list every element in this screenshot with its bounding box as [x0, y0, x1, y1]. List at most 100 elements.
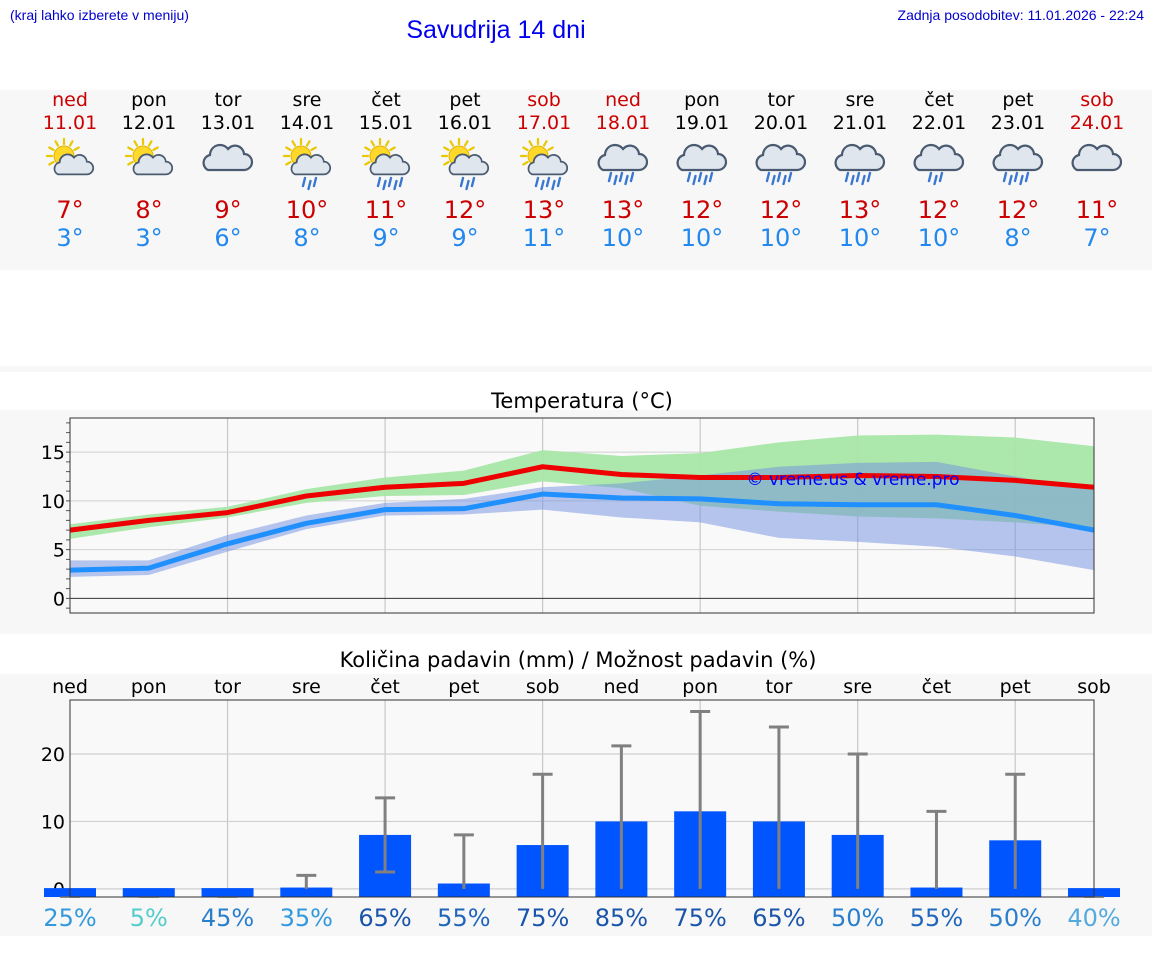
day-name: čet	[371, 89, 401, 111]
temp-max: 11°	[1075, 196, 1119, 224]
sun-cloud-icon	[124, 138, 174, 176]
rain-drops	[686, 171, 714, 186]
forecast-day: čet 22.01 12° 10°	[899, 88, 979, 252]
day-name: pet	[449, 89, 481, 111]
chart-title: Količina padavin (mm) / Možnost padavin …	[340, 648, 817, 672]
plot-frame	[69, 699, 1095, 898]
temp-max: 13°	[522, 196, 566, 224]
precipitation-chart: Količina padavin (mm) / Možnost padavin …	[41, 648, 1121, 932]
temp-max: 11°	[364, 196, 408, 224]
temp-max: 12°	[917, 196, 961, 224]
x-category-label: tor	[214, 676, 241, 698]
forecast-day: pon 19.01 12° 10°	[662, 88, 742, 252]
cloud-shape	[290, 153, 332, 176]
y-tick-label: 10	[41, 811, 65, 833]
probability-label: 65%	[752, 904, 805, 932]
sun-cloud-rain-icon	[440, 138, 490, 191]
temp-min: 10°	[759, 224, 803, 252]
cloud-rain-icon	[913, 143, 965, 186]
day-name: tor	[214, 89, 242, 111]
day-date: 13.01	[200, 112, 256, 134]
x-category-label: sre	[843, 676, 872, 698]
probability-label: 35%	[280, 904, 333, 932]
temp-min: 6°	[214, 224, 242, 252]
cloud-shape	[755, 143, 807, 172]
probability-label: 65%	[358, 904, 411, 932]
watermark: © vreme.us & vreme.pro	[746, 470, 959, 490]
temp-max: 9°	[214, 196, 242, 224]
forecast-day: pet 16.01 12° 9°	[425, 88, 505, 252]
cloud-shape	[1071, 143, 1123, 172]
error-bar	[375, 796, 396, 874]
rain-drops	[607, 171, 635, 186]
day-name: sob	[1080, 89, 1114, 111]
sun-cloud-heavy-rain-icon	[519, 138, 569, 191]
chart-title: Temperatura (°C)	[490, 389, 673, 413]
sun-cloud-heavy-rain-icon	[361, 138, 411, 191]
temp-max: 13°	[601, 196, 645, 224]
day-name: pet	[1002, 89, 1034, 111]
cloud-shape	[53, 153, 95, 176]
x-category-label: sob	[1077, 676, 1111, 698]
precip-bar	[910, 887, 963, 897]
error-bar	[453, 833, 474, 889]
min-range-band	[70, 461, 1094, 577]
temp-max: 8°	[135, 196, 163, 224]
forecast-day: pet 23.01 12° 8°	[978, 88, 1058, 252]
max-temp-line	[69, 464, 1095, 533]
y-tick-label: 10	[41, 491, 65, 513]
day-name: ned	[605, 89, 641, 111]
temp-max: 12°	[680, 196, 724, 224]
cloud-shape	[676, 143, 728, 172]
forecast-day: sre 14.01 10° 8°	[267, 88, 347, 252]
y-tick-label: 0	[53, 588, 65, 610]
day-date: 24.01	[1069, 112, 1125, 134]
day-date: 14.01	[279, 112, 335, 134]
temp-min: 3°	[56, 224, 84, 252]
page-title: Savudrija 14 dni	[406, 16, 586, 44]
error-bar	[296, 873, 317, 889]
probability-label: 50%	[831, 904, 884, 932]
temp-max: 7°	[56, 196, 84, 224]
probability-label: 55%	[437, 904, 490, 932]
y-tick-label: 20	[41, 744, 65, 766]
day-date: 21.01	[832, 112, 888, 134]
forecast-day: čet 15.01 11° 9°	[346, 88, 426, 252]
cloud-shape	[527, 153, 569, 176]
temp-min: 7°	[1083, 224, 1111, 252]
rain-drops	[376, 176, 404, 191]
probability-label: 55%	[910, 904, 963, 932]
day-date: 22.01	[911, 112, 967, 134]
temp-min: 9°	[372, 224, 400, 252]
day-date: 20.01	[753, 112, 809, 134]
plot-area	[70, 700, 1094, 897]
cloud-shape	[913, 143, 965, 172]
probability-label: 5%	[130, 904, 168, 932]
probability-label: 25%	[43, 904, 96, 932]
cloud-shape	[132, 153, 174, 176]
precip-bar	[280, 887, 333, 897]
temp-min: 10°	[601, 224, 645, 252]
day-name: sre	[292, 89, 322, 111]
temp-max: 13°	[838, 196, 882, 224]
error-bar	[847, 752, 868, 889]
last-update: Zadnja posodobitev: 11.01.2026 - 22:24	[897, 7, 1144, 23]
plot-frame	[69, 417, 1095, 614]
temp-min: 10°	[838, 224, 882, 252]
x-category-label: ned	[52, 676, 88, 698]
sun-cloud-icon	[45, 138, 95, 176]
x-category-label: pet	[1000, 676, 1031, 698]
probability-label: 85%	[595, 904, 648, 932]
day-date: 18.01	[595, 112, 651, 134]
day-date: 15.01	[358, 112, 414, 134]
y-tick-label: 15	[41, 442, 65, 464]
day-name: pon	[684, 89, 720, 111]
probability-label: 75%	[516, 904, 569, 932]
day-name: sob	[527, 89, 561, 111]
separator-band	[0, 366, 1152, 372]
precip-bar	[201, 888, 254, 897]
error-bar	[690, 709, 711, 889]
temp-min: 10°	[917, 224, 961, 252]
temp-min: 10°	[680, 224, 724, 252]
probability-label: 45%	[201, 904, 254, 932]
